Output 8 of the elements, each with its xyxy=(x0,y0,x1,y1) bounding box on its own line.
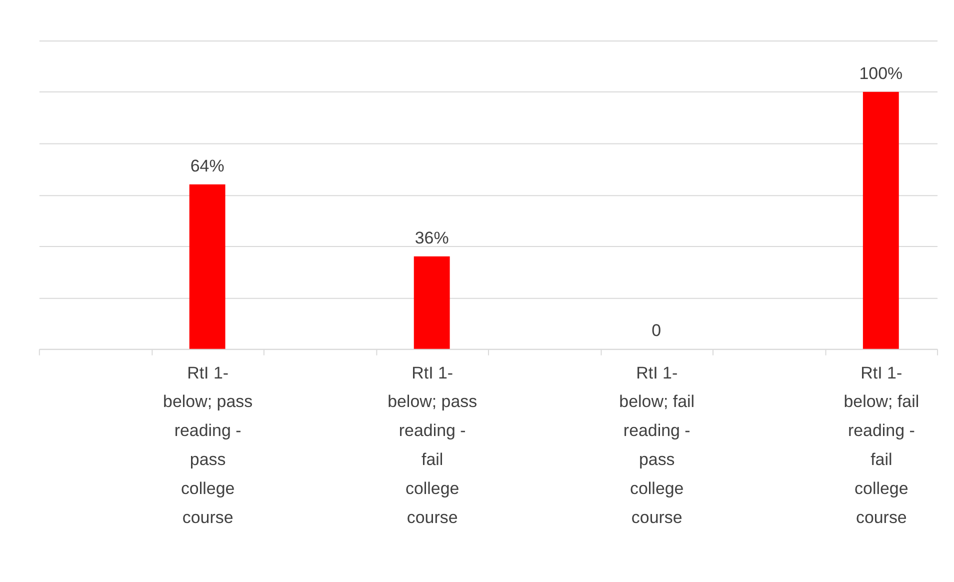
x-tick-label: RtI 1-below; fail reading - pass college course xyxy=(619,363,695,527)
x-tick-label: RtI 1-below; pass reading - pass college course xyxy=(163,363,253,527)
data-label: 100% xyxy=(859,64,903,83)
x-tick-label: RtI 1-below; pass reading - fail college course xyxy=(388,363,478,527)
x-tick-label: RtI 1-below; fail reading - fail college course xyxy=(844,363,920,527)
data-label: 64% xyxy=(190,156,224,176)
data-label: 36% xyxy=(414,228,449,248)
data-label: 0 xyxy=(652,320,662,340)
